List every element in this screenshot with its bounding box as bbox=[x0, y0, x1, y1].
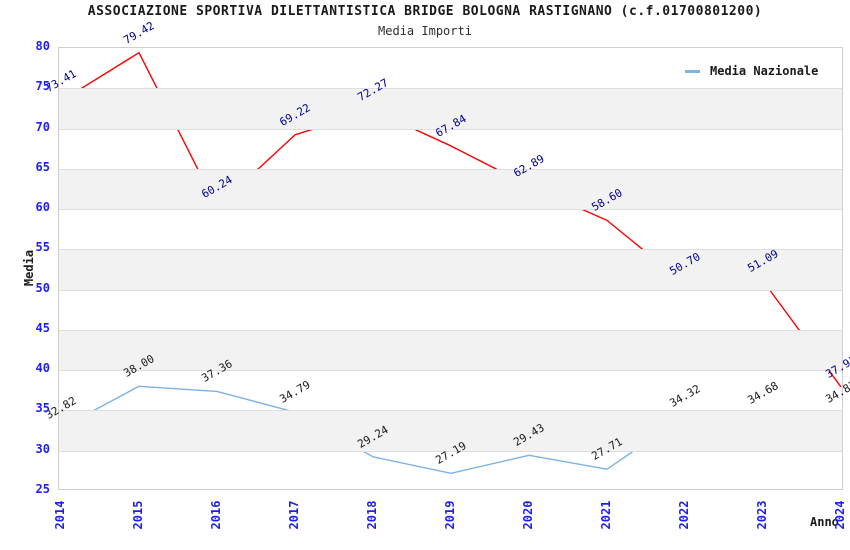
x-tick-label: 2018 bbox=[365, 500, 379, 530]
y-tick-label: 35 bbox=[35, 401, 50, 416]
x-tick-label: 2020 bbox=[521, 500, 535, 530]
chart-subtitle: Media Importi bbox=[378, 24, 472, 38]
y-tick-label: 45 bbox=[35, 320, 50, 335]
plot-band bbox=[59, 329, 842, 371]
y-tick-label: 55 bbox=[35, 240, 50, 255]
y-tick-label: 25 bbox=[35, 482, 50, 496]
legend-label-media-nazionale: Media Nazionale bbox=[710, 64, 819, 78]
plot-area: Media Nazionale Media Ente 32.8238.0037.… bbox=[43, 19, 850, 490]
x-tick-label: 2022 bbox=[677, 500, 691, 530]
y-tick-label: 75 bbox=[35, 79, 50, 94]
plot-band bbox=[59, 168, 842, 210]
x-axis-label: Anno bbox=[810, 515, 839, 529]
x-tick-label: 2019 bbox=[443, 500, 457, 530]
y-tick-label: 50 bbox=[35, 280, 50, 295]
gridline bbox=[59, 410, 842, 412]
gridline bbox=[59, 128, 842, 130]
gridline bbox=[59, 329, 842, 331]
x-tick-label: 2016 bbox=[209, 500, 223, 530]
line-marker-icon-media-nazionale bbox=[685, 69, 700, 73]
y-tick-label: 70 bbox=[35, 119, 50, 134]
x-tick-label: 2014 bbox=[53, 500, 67, 530]
gridline bbox=[59, 249, 842, 251]
y-tick-label: 30 bbox=[35, 441, 50, 456]
plot-band bbox=[59, 410, 842, 451]
gridline bbox=[59, 88, 842, 90]
y-tick-label: 65 bbox=[35, 159, 50, 174]
chart-title: ASSOCIAZIONE SPORTIVA DILETTANTISTICA BR… bbox=[87, 4, 763, 19]
x-tick-label: 2015 bbox=[131, 500, 145, 530]
x-tick-label: 2017 bbox=[287, 500, 301, 530]
legend-item-media-nazionale: Media Nazionale bbox=[685, 64, 818, 78]
gridline bbox=[59, 289, 842, 291]
y-tick-label: 40 bbox=[35, 361, 50, 376]
data-label-media-ente: 79.42 bbox=[121, 18, 157, 47]
plot-band bbox=[59, 249, 842, 290]
x-tick-label: 2021 bbox=[599, 500, 613, 530]
gridline bbox=[59, 209, 842, 211]
y-tick-label: 80 bbox=[35, 39, 50, 53]
plot-band bbox=[59, 88, 842, 129]
y-tick-label: 60 bbox=[35, 200, 50, 215]
x-tick-label: 2024 bbox=[833, 500, 847, 530]
gridline bbox=[59, 370, 842, 372]
x-tick-label: 2023 bbox=[755, 500, 769, 530]
gridline bbox=[59, 168, 842, 170]
gridline bbox=[59, 450, 842, 452]
